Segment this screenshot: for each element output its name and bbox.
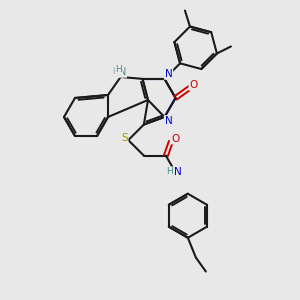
Text: O: O: [172, 134, 180, 144]
Text: O: O: [189, 80, 198, 90]
Text: H: H: [115, 65, 122, 74]
Text: H: H: [167, 167, 173, 176]
Text: N: N: [119, 67, 126, 77]
Text: N: N: [165, 69, 172, 79]
Text: N: N: [165, 116, 172, 126]
Text: S: S: [121, 133, 128, 143]
Text: N: N: [174, 167, 182, 177]
Text: H: H: [112, 68, 119, 76]
